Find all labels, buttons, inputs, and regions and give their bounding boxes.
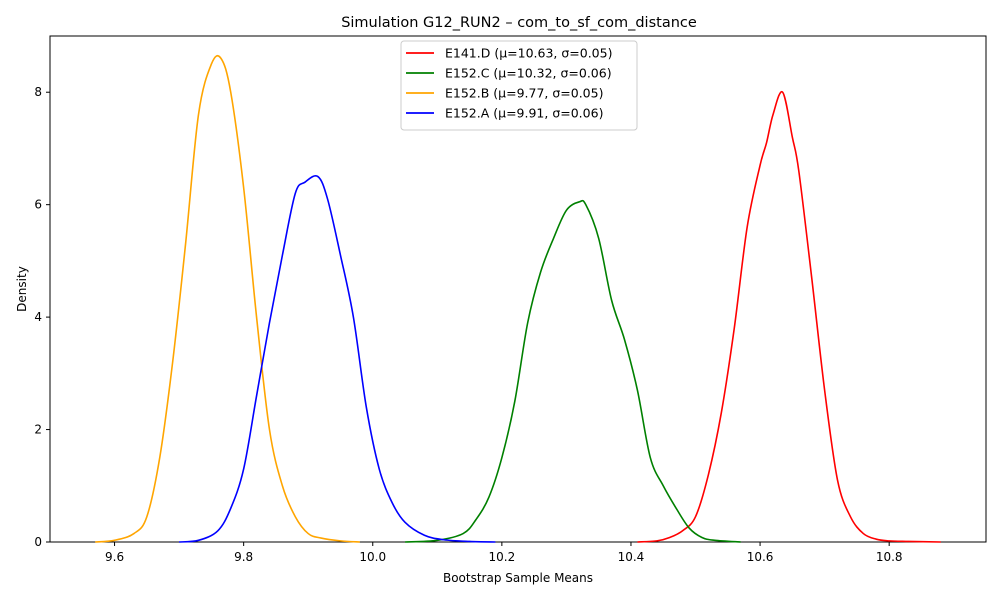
chart-title: Simulation G12_RUN2 – com_to_sf_com_dist… (341, 15, 697, 31)
legend-frame (400, 40, 638, 131)
y-tick-label: 0 (34, 535, 42, 549)
x-tick-label: 10.8 (876, 550, 903, 564)
series-line-1 (404, 199, 741, 543)
x-tick-label: 10.2 (489, 550, 516, 564)
y-axis: 0 2 4 6 8 (34, 85, 50, 549)
y-axis-label: Density (15, 266, 29, 312)
legend-label-3: E152.A (μ=9.91, σ=0.06) (445, 106, 603, 121)
y-tick-label: 6 (34, 198, 42, 212)
y-tick-label: 2 (34, 423, 42, 437)
x-axis-label: Bootstrap Sample Means (443, 571, 593, 585)
x-tick-label: 10.6 (747, 550, 774, 564)
legend-label-1: E152.C (μ=10.32, σ=0.06) (445, 66, 612, 81)
x-tick-label: 9.8 (234, 550, 253, 564)
x-tick-label: 10.4 (618, 550, 645, 564)
legend-label-2: E152.B (μ=9.77, σ=0.05) (445, 86, 603, 101)
y-tick-label: 4 (34, 310, 42, 324)
series-line-0 (637, 90, 941, 543)
legend-label-0: E141.D (μ=10.63, σ=0.05) (445, 46, 612, 61)
y-tick-label: 8 (34, 85, 42, 99)
series-lines (95, 54, 941, 543)
x-axis: 9.6 9.8 10.0 10.2 10.4 10.6 10.8 (105, 542, 903, 564)
series-line-3 (179, 175, 496, 543)
x-tick-label: 9.6 (105, 550, 124, 564)
legend: E141.D (μ=10.63, σ=0.05) E152.C (μ=10.32,… (400, 40, 638, 131)
x-tick-label: 10.0 (359, 550, 386, 564)
series-line-2 (95, 54, 360, 543)
